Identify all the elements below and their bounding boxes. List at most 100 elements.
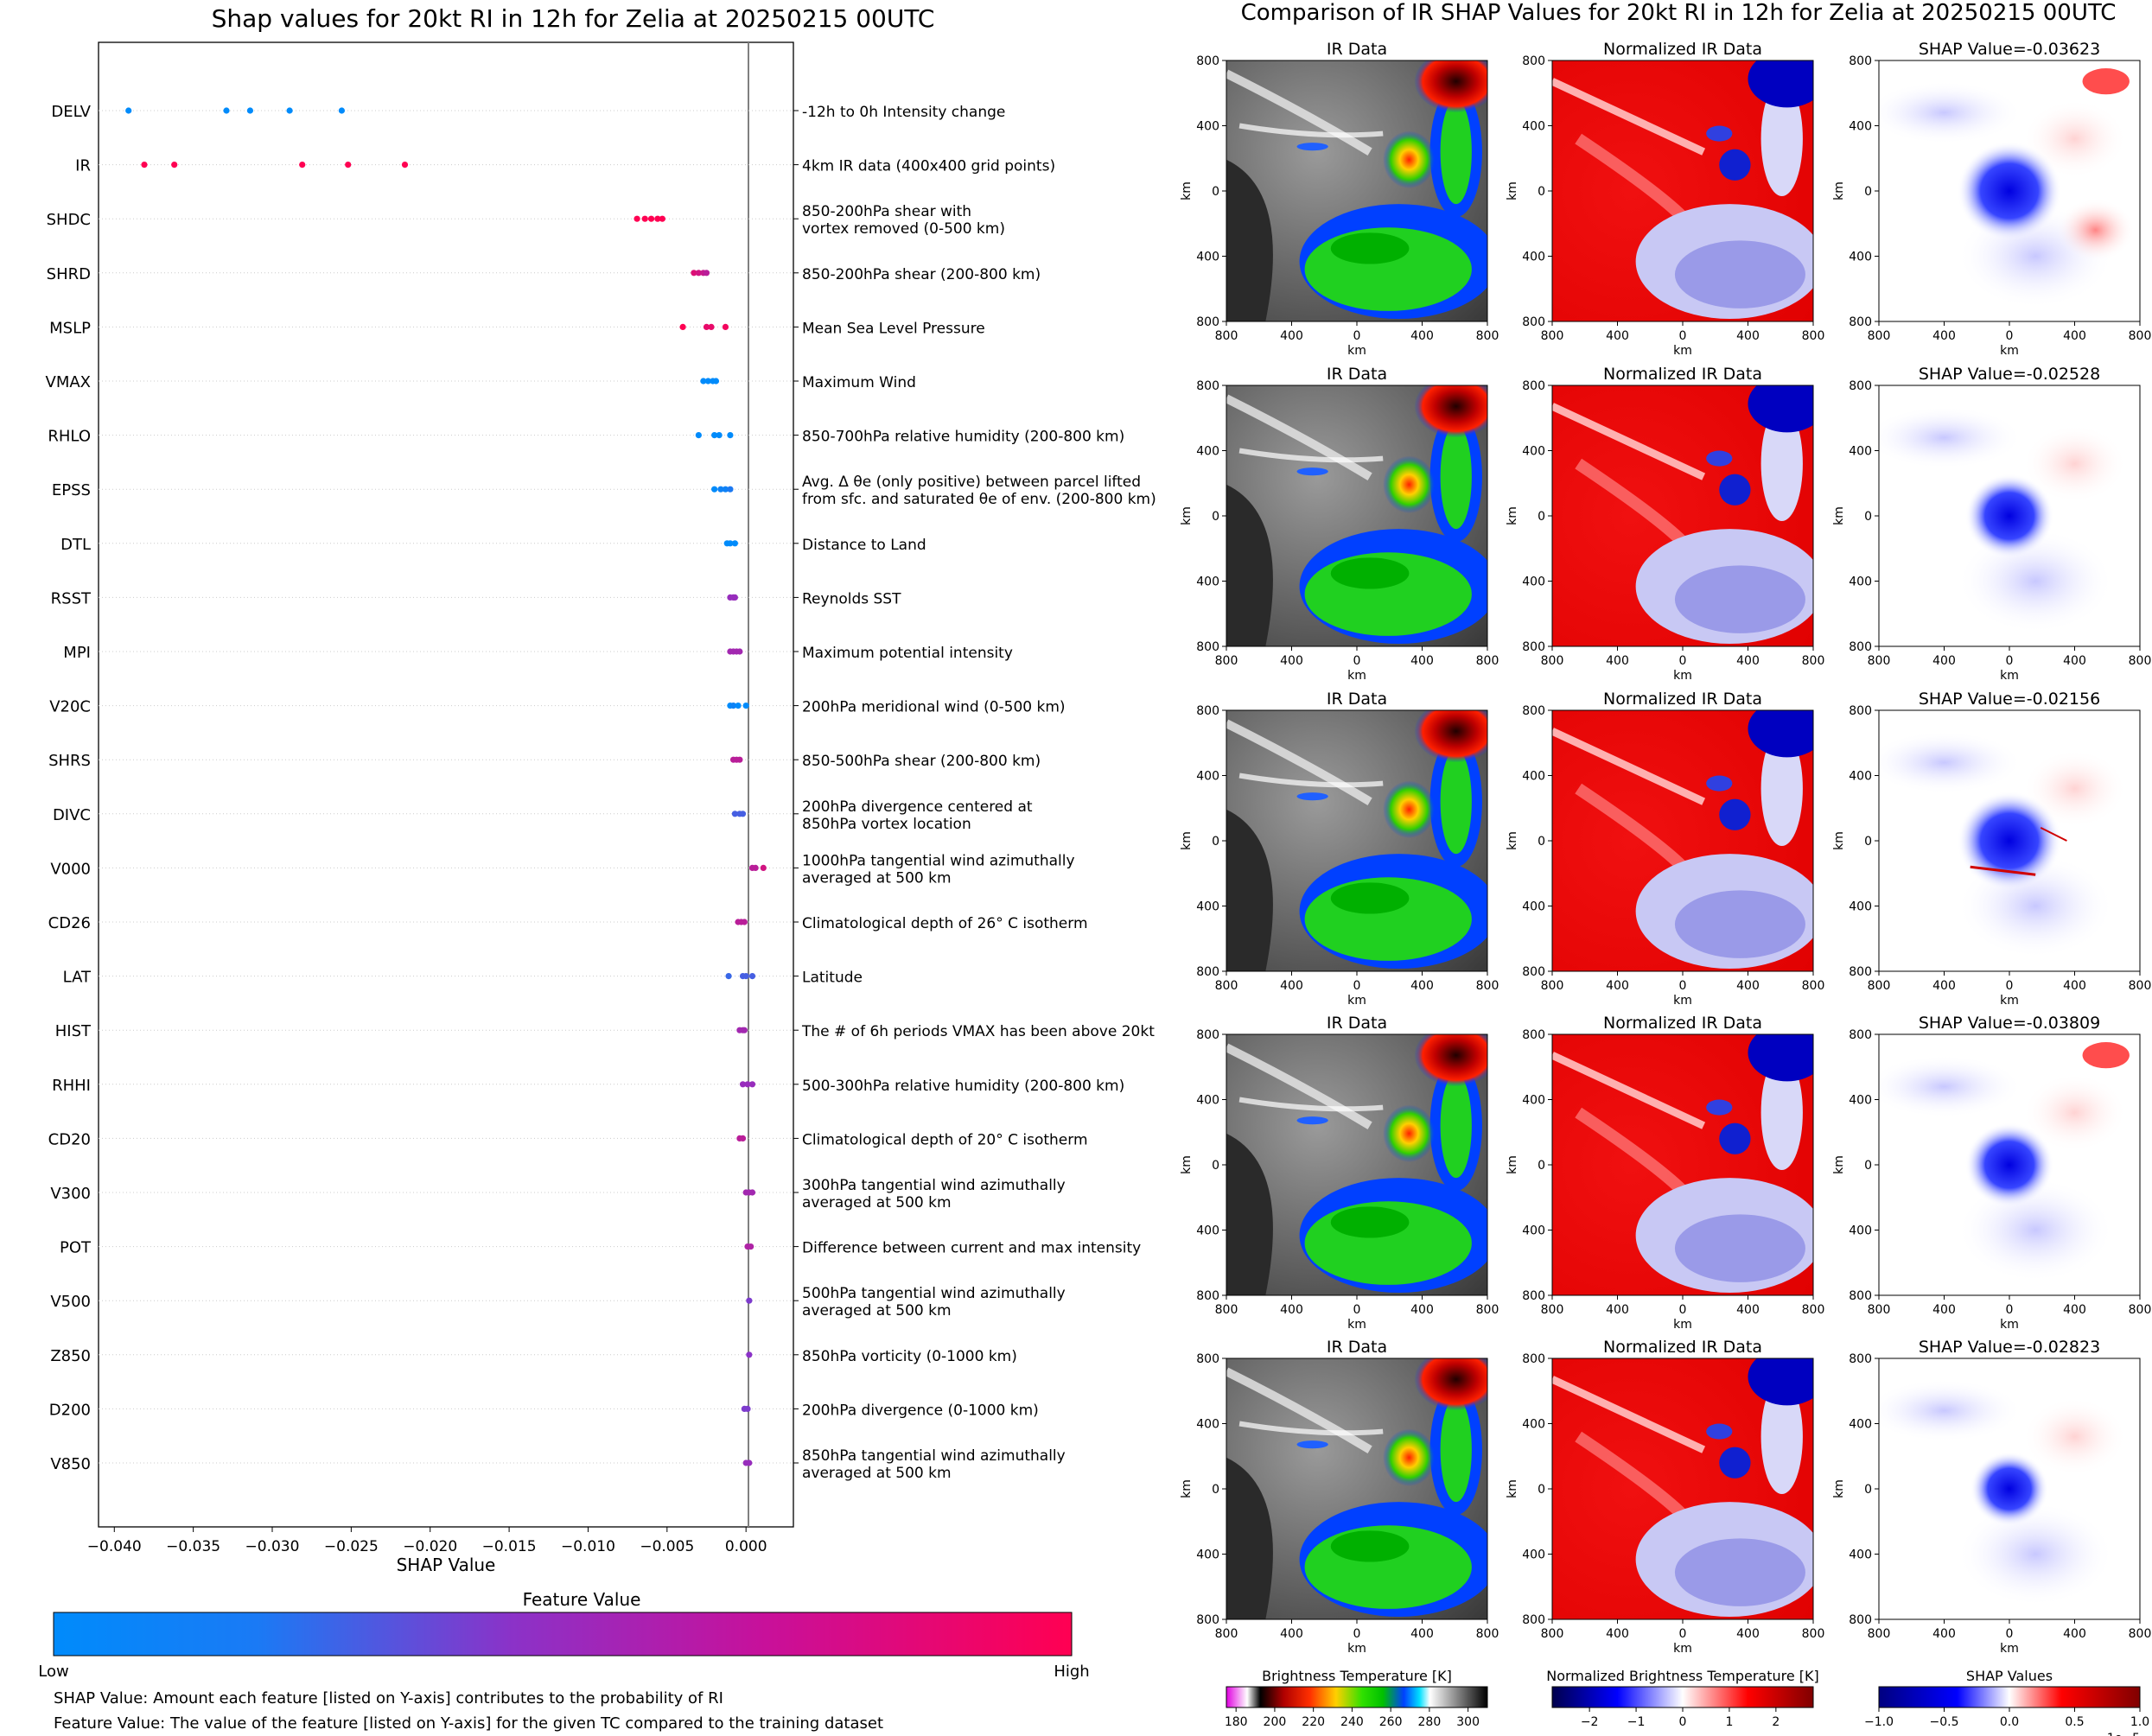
colorbar-tick-label: 300 xyxy=(1456,1715,1480,1729)
shap-point xyxy=(760,864,767,872)
y-tick-label: 400 xyxy=(1522,900,1545,914)
colorbar-tick-label: 0 xyxy=(1679,1715,1687,1729)
x-tick-label: 800 xyxy=(2129,1303,2152,1317)
feature-description: 300hPa tangential wind azimuthally xyxy=(802,1177,1066,1194)
x-axis-label: km xyxy=(1347,994,1366,1008)
y-tick-label: 800 xyxy=(1522,704,1545,718)
x-tick-label: 800 xyxy=(1215,979,1238,993)
feature-description: Difference between current and max inten… xyxy=(802,1240,1141,1257)
shap-point xyxy=(717,486,724,493)
x-tick-label: 400 xyxy=(1932,329,1956,343)
shap-point xyxy=(748,1243,754,1250)
shap-point xyxy=(345,162,352,169)
x-tick-label: 800 xyxy=(1476,979,1499,993)
feature-description: 850-700hPa relative humidity (200-800 km… xyxy=(802,429,1124,446)
shap-point xyxy=(727,432,734,439)
shap-point xyxy=(679,323,686,330)
shap-point xyxy=(752,864,759,872)
shap-point xyxy=(654,215,661,222)
x-tick-label: 400 xyxy=(1606,654,1629,668)
x-tick-label: 0 xyxy=(2006,1303,2014,1317)
shap-point xyxy=(727,486,734,493)
x-tick-label: −0.020 xyxy=(403,1538,457,1555)
feature-description: 500-300hPa relative humidity (200-800 km… xyxy=(802,1078,1124,1095)
image-colorbar: Brightness Temperature [K] 180 200 220 240 26… xyxy=(1225,1668,1488,1729)
left-chart-title: Shap values for 20kt RI in 12h for Zelia… xyxy=(212,4,935,33)
feature-description: 4km IR data (400x400 grid points) xyxy=(802,158,1055,175)
x-tick-label: 800 xyxy=(1215,654,1238,668)
shap-point xyxy=(722,486,729,493)
y-tick-label: 800 xyxy=(1196,54,1219,68)
y-tick-label: 800 xyxy=(1196,965,1219,979)
normalized-ir-image xyxy=(1552,60,1813,321)
feature-name-label: V300 xyxy=(50,1185,91,1203)
x-tick-label: 400 xyxy=(2063,1627,2086,1641)
y-tick-label: 400 xyxy=(1849,1418,1872,1432)
shap-point xyxy=(735,703,742,709)
shap-point xyxy=(731,811,738,817)
feature-name-label: V20C xyxy=(49,698,91,716)
x-tick-label: 800 xyxy=(1868,1303,1891,1317)
shap-point xyxy=(742,973,749,980)
y-axis-label: km xyxy=(1832,1155,1846,1174)
y-axis-label: km xyxy=(1180,181,1194,200)
y-tick-label: 400 xyxy=(1849,1094,1872,1108)
feature-description: Climatological depth of 26° C isotherm xyxy=(802,915,1088,932)
shap-value-title: SHAP Value=-0.03809 xyxy=(1919,1014,2100,1033)
x-axis-label: km xyxy=(2000,669,2019,683)
shap-point xyxy=(739,1081,747,1088)
x-tick-label: 400 xyxy=(1280,1303,1303,1317)
y-tick-label: 800 xyxy=(1522,1613,1545,1627)
x-axis-label: km xyxy=(1347,1642,1366,1656)
shap-point xyxy=(716,432,723,439)
colorbar-title: SHAP Values xyxy=(1966,1668,2053,1684)
x-tick-label: 0 xyxy=(1679,1303,1687,1317)
ir-image xyxy=(1226,1034,1487,1295)
shap-point xyxy=(125,107,132,114)
x-tick-label: 800 xyxy=(2129,979,2152,993)
shap-point xyxy=(731,594,738,601)
x-tick-label: −0.025 xyxy=(324,1538,379,1555)
x-tick-label: 400 xyxy=(2063,329,2086,343)
colorbar-title: Feature Value xyxy=(523,1589,641,1610)
y-tick-label: 0 xyxy=(1538,1159,1545,1173)
shap-point xyxy=(725,973,732,980)
feature-name-label: CD26 xyxy=(48,914,91,932)
x-tick-label: 800 xyxy=(1541,1627,1564,1641)
shap-point xyxy=(742,703,749,709)
feature-name-label: V500 xyxy=(50,1293,91,1311)
x-tick-label: 800 xyxy=(1476,1303,1499,1317)
y-tick-label: 800 xyxy=(1196,1613,1219,1627)
y-tick-label: 400 xyxy=(1522,1548,1545,1562)
y-tick-label: 400 xyxy=(1196,900,1219,914)
x-tick-label: −0.035 xyxy=(166,1538,220,1555)
x-tick-label: −0.015 xyxy=(482,1538,537,1555)
y-tick-label: 400 xyxy=(1196,1094,1219,1108)
x-tick-label: 400 xyxy=(1280,329,1303,343)
shap-point xyxy=(703,323,710,330)
feature-name-label: SHRD xyxy=(47,265,91,283)
y-tick-label: 0 xyxy=(1864,1483,1872,1497)
x-tick-label: 800 xyxy=(1802,1627,1825,1641)
y-tick-label: 400 xyxy=(1849,575,1872,589)
feature-description: Latitude xyxy=(802,970,863,987)
ir-data-title: IR Data xyxy=(1327,1014,1387,1033)
y-tick-label: 800 xyxy=(1849,315,1872,329)
y-tick-label: 400 xyxy=(1849,445,1872,459)
y-tick-label: 800 xyxy=(1196,640,1219,654)
shap-point xyxy=(744,1405,751,1412)
colorbar-gradient xyxy=(1878,1686,2141,1708)
colorbar-title: Brightness Temperature [K] xyxy=(1262,1668,1452,1684)
y-axis-label: km xyxy=(1506,506,1519,525)
y-tick-label: 0 xyxy=(1864,835,1872,849)
y-tick-label: 400 xyxy=(1849,770,1872,784)
y-tick-label: 800 xyxy=(1849,640,1872,654)
y-axis-label: km xyxy=(1832,1479,1846,1498)
colorbar-tick-label: 180 xyxy=(1225,1715,1248,1729)
x-tick-label: 800 xyxy=(1802,654,1825,668)
y-tick-label: 0 xyxy=(1864,185,1872,199)
x-tick-label: −0.010 xyxy=(561,1538,615,1555)
feature-value-colorbar xyxy=(53,1612,1073,1657)
y-tick-label: 800 xyxy=(1522,379,1545,393)
shap-point xyxy=(700,378,707,385)
